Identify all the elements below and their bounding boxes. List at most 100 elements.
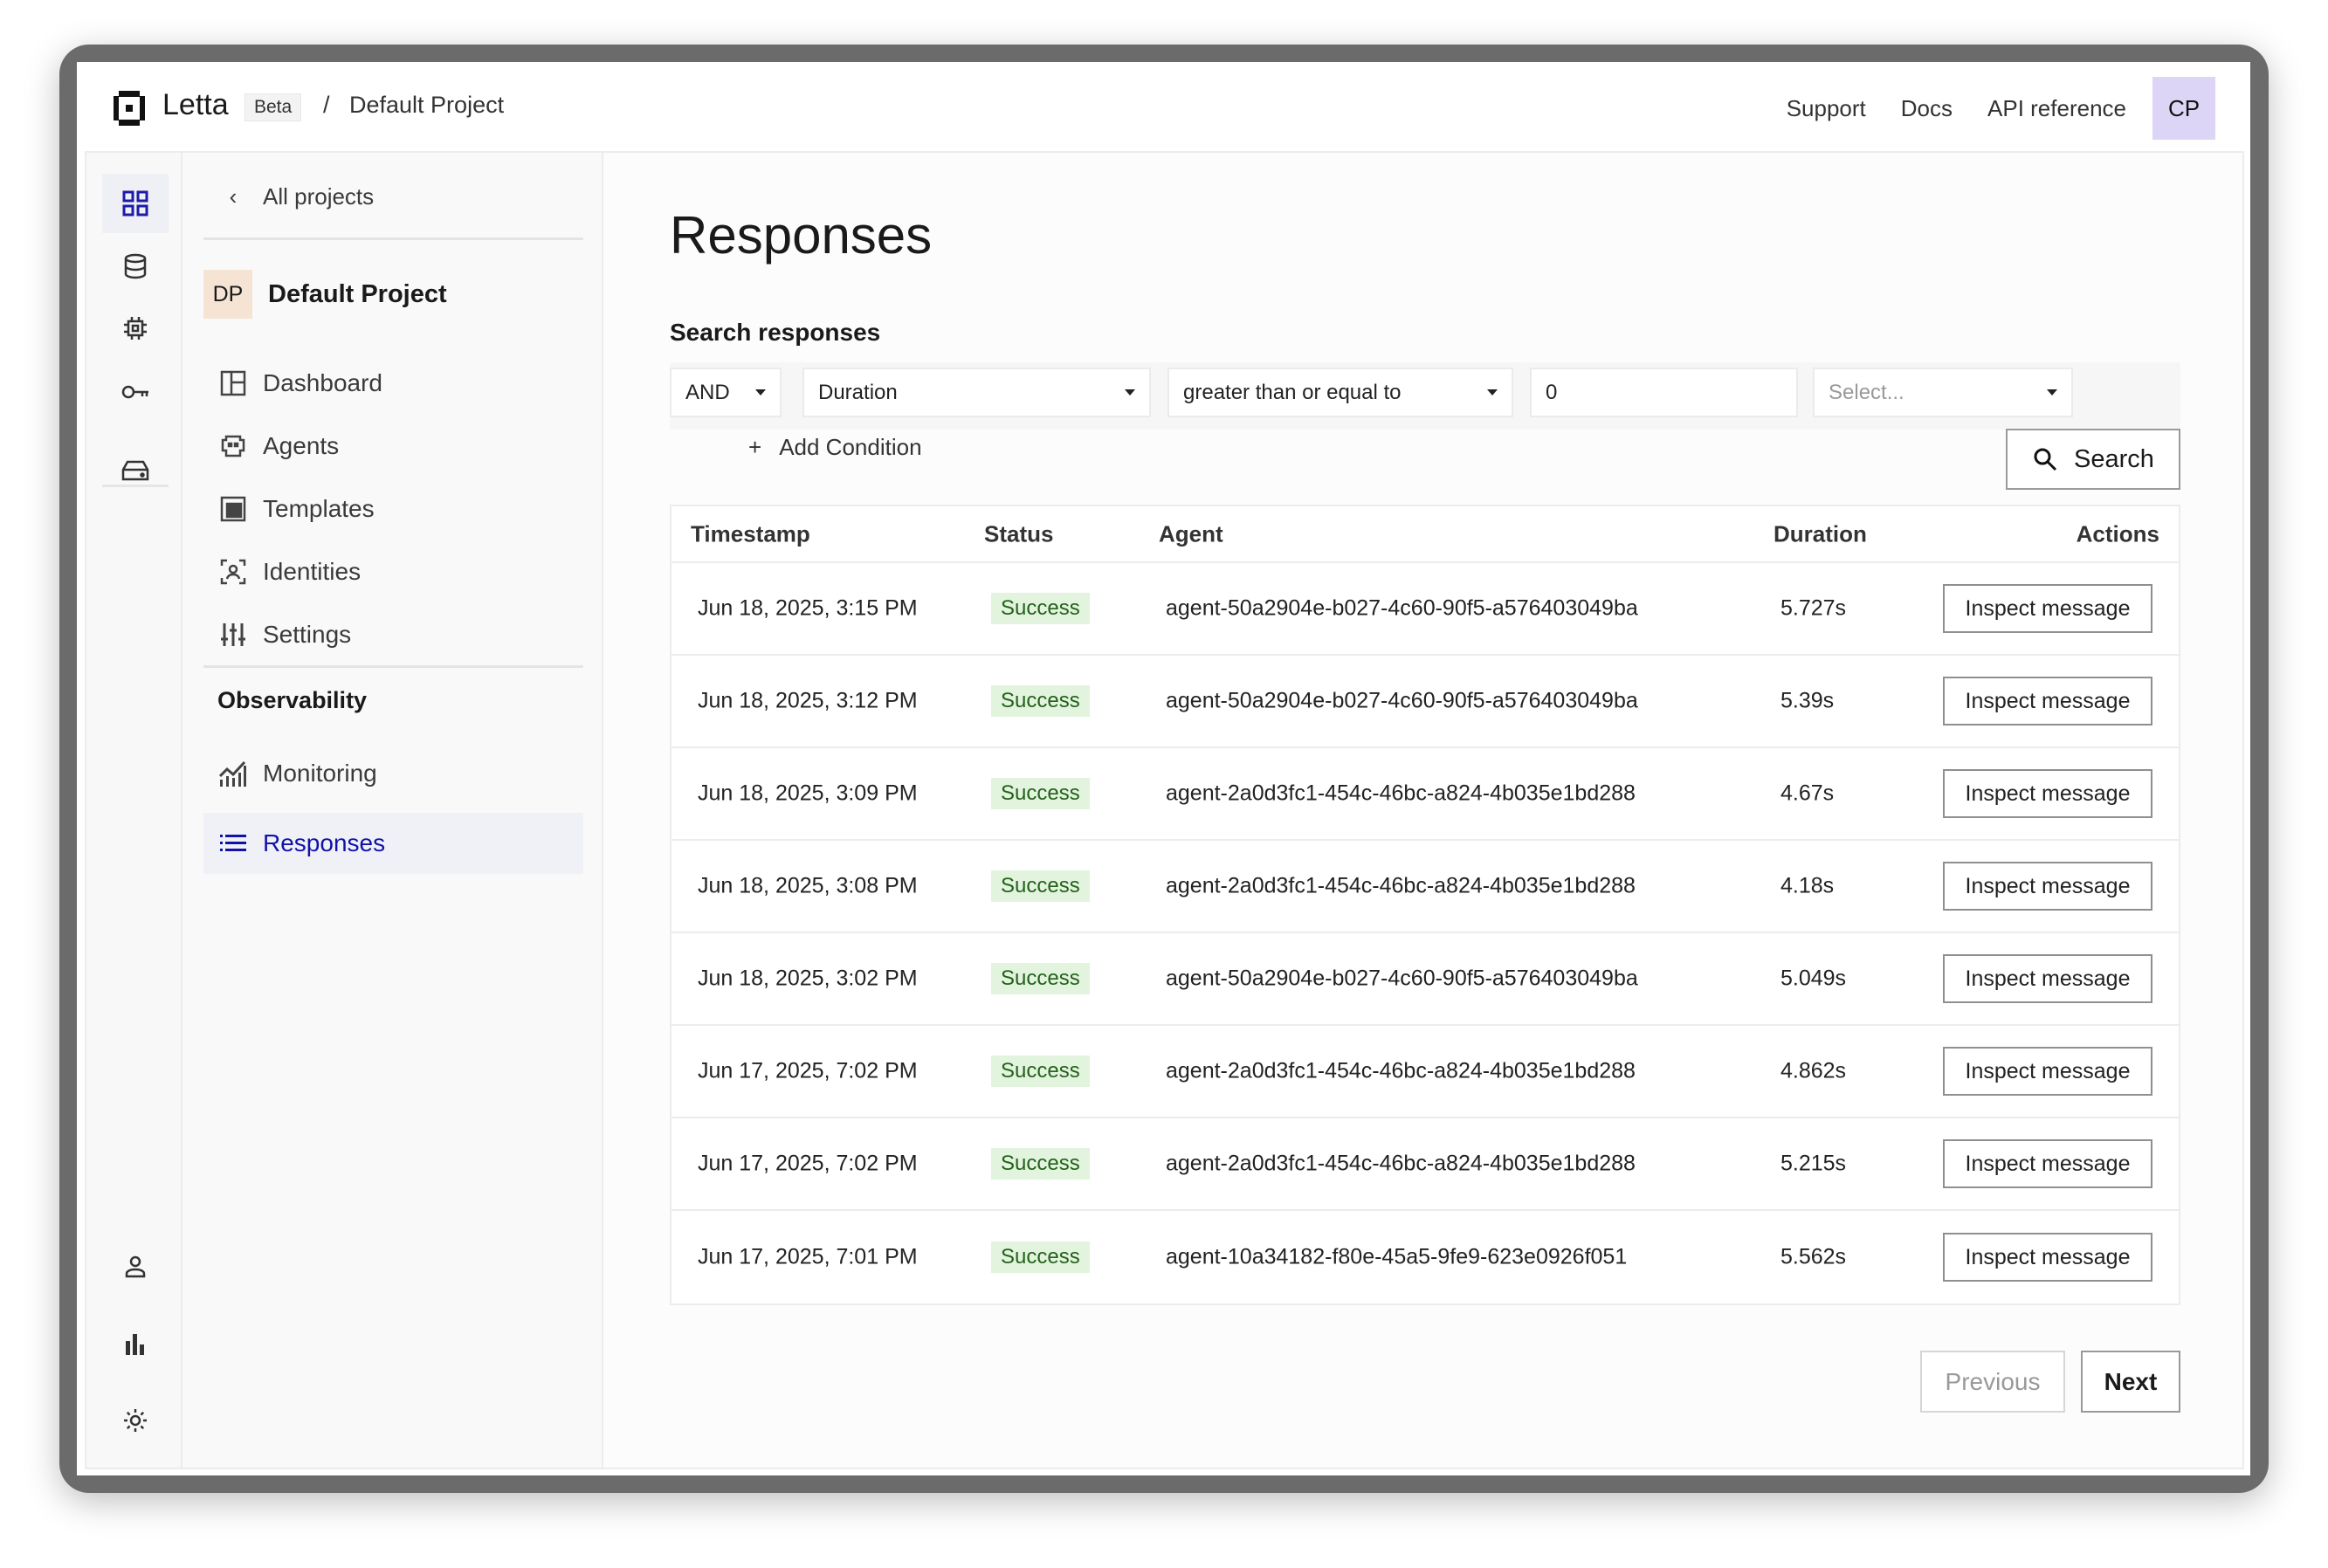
nav-api-reference[interactable]: API reference (1987, 94, 2126, 121)
status-badge: Success (991, 1056, 1090, 1087)
robot-icon (217, 430, 249, 462)
status-badge: Success (991, 1148, 1090, 1179)
rail-data-sources[interactable] (102, 237, 169, 296)
inspect-message-button[interactable]: Inspect message (1943, 1139, 2152, 1188)
sidebar-divider (203, 665, 583, 668)
duration: 4.862s (1780, 1058, 1847, 1083)
status-badge: Success (991, 870, 1090, 902)
timestamp: Jun 17, 2025, 7:02 PM (698, 1058, 918, 1083)
rail-account[interactable] (102, 1236, 169, 1296)
project-name: Default Project (268, 279, 447, 308)
agent-id[interactable]: agent-2a0d3fc1-454c-46bc-a824-4b035e1bd2… (1166, 1058, 1636, 1083)
chevron-left-icon: ‹ (229, 182, 238, 210)
value-input[interactable]: 0 (1530, 368, 1798, 417)
sidebar-item-dashboard[interactable]: Dashboard (203, 353, 583, 414)
icon-rail (86, 153, 183, 1468)
table-row: Jun 17, 2025, 7:02 PM Success agent-2a0d… (672, 1118, 2179, 1211)
database-icon (124, 253, 147, 279)
identity-icon (217, 556, 249, 588)
back-to-all-projects[interactable]: ‹ All projects (203, 166, 583, 227)
duration: 4.18s (1780, 873, 1835, 898)
nav-support[interactable]: Support (1786, 94, 1866, 121)
inspect-message-button[interactable]: Inspect message (1943, 769, 2152, 818)
duration: 5.39s (1780, 688, 1835, 713)
responses-table: Timestamp Status Agent Duration Actions … (670, 505, 2180, 1305)
field-select[interactable]: Duration (802, 368, 1151, 417)
breadcrumb-separator: / (323, 92, 330, 118)
beta-badge: Beta (245, 93, 302, 121)
table-row: Jun 18, 2025, 3:15 PM Success agent-50a2… (672, 563, 2179, 656)
sidebar-item-templates[interactable]: Templates (203, 478, 583, 540)
inspect-message-button[interactable]: Inspect message (1943, 1233, 2152, 1282)
filter-bar: AND Duration greater than or equal to 0 … (670, 362, 2180, 430)
timestamp: Jun 18, 2025, 3:08 PM (698, 873, 918, 898)
rail-usage[interactable] (102, 1314, 169, 1373)
agent-id[interactable]: agent-2a0d3fc1-454c-46bc-a824-4b035e1bd2… (1166, 1151, 1636, 1176)
letta-logo-icon (114, 91, 145, 126)
grid-icon (122, 190, 148, 217)
table-row: Jun 18, 2025, 3:12 PM Success agent-50a2… (672, 656, 2179, 748)
drive-icon (121, 460, 149, 481)
template-icon (217, 493, 249, 525)
gear-icon (124, 1409, 147, 1432)
status-badge: Success (991, 963, 1090, 994)
agent-id[interactable]: agent-2a0d3fc1-454c-46bc-a824-4b035e1bd2… (1166, 873, 1636, 898)
sidebar-item-settings[interactable]: Settings (203, 604, 583, 665)
sidebar-divider (203, 237, 583, 240)
top-header: Letta Beta / Default Project Support Doc… (77, 62, 2250, 151)
timestamp: Jun 18, 2025, 3:02 PM (698, 966, 918, 991)
add-condition-button[interactable]: + Add Condition (748, 434, 922, 460)
caret-down-icon (1125, 389, 1135, 395)
sidebar-item-agents[interactable]: Agents (203, 416, 583, 477)
timestamp: Jun 18, 2025, 3:15 PM (698, 595, 918, 621)
inspect-message-button[interactable]: Inspect message (1943, 954, 2152, 1003)
agent-id[interactable]: agent-50a2904e-b027-4c60-90f5-a576403049… (1166, 688, 1638, 713)
table-row: Jun 17, 2025, 7:02 PM Success agent-2a0d… (672, 1026, 2179, 1118)
unit-select[interactable]: Select... (1813, 368, 2073, 417)
sidebar-item-monitoring[interactable]: Monitoring (203, 743, 583, 804)
rail-settings[interactable] (102, 1391, 169, 1450)
timestamp: Jun 17, 2025, 7:01 PM (698, 1244, 918, 1269)
col-duration: Duration (1774, 520, 1867, 547)
operator-select[interactable]: greater than or equal to (1167, 368, 1513, 417)
content-area: ‹ All projects DP Default Project Dashboa… (85, 151, 2244, 1469)
sidebar-item-responses[interactable]: Responses (203, 813, 583, 874)
brand-name[interactable]: Letta (162, 88, 229, 121)
agent-id[interactable]: agent-2a0d3fc1-454c-46bc-a824-4b035e1bd2… (1166, 781, 1636, 806)
caret-down-icon (1487, 389, 1498, 395)
user-avatar[interactable]: CP (2152, 77, 2215, 140)
sidebar-item-identities[interactable]: Identities (203, 541, 583, 602)
caret-down-icon (2047, 389, 2057, 395)
section-observability: Observability (217, 687, 368, 713)
agent-id[interactable]: agent-50a2904e-b027-4c60-90f5-a576403049… (1166, 595, 1638, 621)
duration: 5.727s (1780, 595, 1847, 621)
app-window: Letta Beta / Default Project Support Doc… (77, 62, 2250, 1475)
agent-id[interactable]: agent-50a2904e-b027-4c60-90f5-a576403049… (1166, 966, 1638, 991)
rail-storage[interactable] (102, 441, 169, 500)
table-row: Jun 18, 2025, 3:02 PM Success agent-50a2… (672, 933, 2179, 1026)
timestamp: Jun 18, 2025, 3:09 PM (698, 781, 918, 806)
plus-icon: + (748, 434, 762, 460)
duration: 5.049s (1780, 966, 1847, 991)
nav-docs[interactable]: Docs (1900, 94, 1953, 121)
rail-api-keys[interactable] (102, 362, 169, 422)
col-agent: Agent (1159, 520, 1223, 547)
inspect-message-button[interactable]: Inspect message (1943, 677, 2152, 726)
inspect-message-button[interactable]: Inspect message (1943, 584, 2152, 633)
previous-page-button[interactable]: Previous (1920, 1351, 2065, 1413)
inspect-message-button[interactable]: Inspect message (1943, 1047, 2152, 1096)
rail-models[interactable] (102, 299, 169, 358)
rail-projects[interactable] (102, 174, 169, 233)
inspect-message-button[interactable]: Inspect message (1943, 862, 2152, 911)
page-title: Responses (670, 206, 933, 265)
timestamp: Jun 18, 2025, 3:12 PM (698, 688, 918, 713)
search-button[interactable]: Search (2006, 429, 2180, 490)
agent-id[interactable]: agent-10a34182-f80e-45a5-9fe9-623e0926f0… (1166, 1244, 1628, 1269)
breadcrumb-project[interactable]: Default Project (349, 92, 505, 118)
next-page-button[interactable]: Next (2081, 1351, 2180, 1413)
key-icon (121, 385, 148, 399)
timestamp: Jun 17, 2025, 7:02 PM (698, 1151, 918, 1176)
status-badge: Success (991, 685, 1090, 717)
logic-select[interactable]: AND (670, 368, 782, 417)
col-actions: Actions (2076, 520, 2159, 547)
